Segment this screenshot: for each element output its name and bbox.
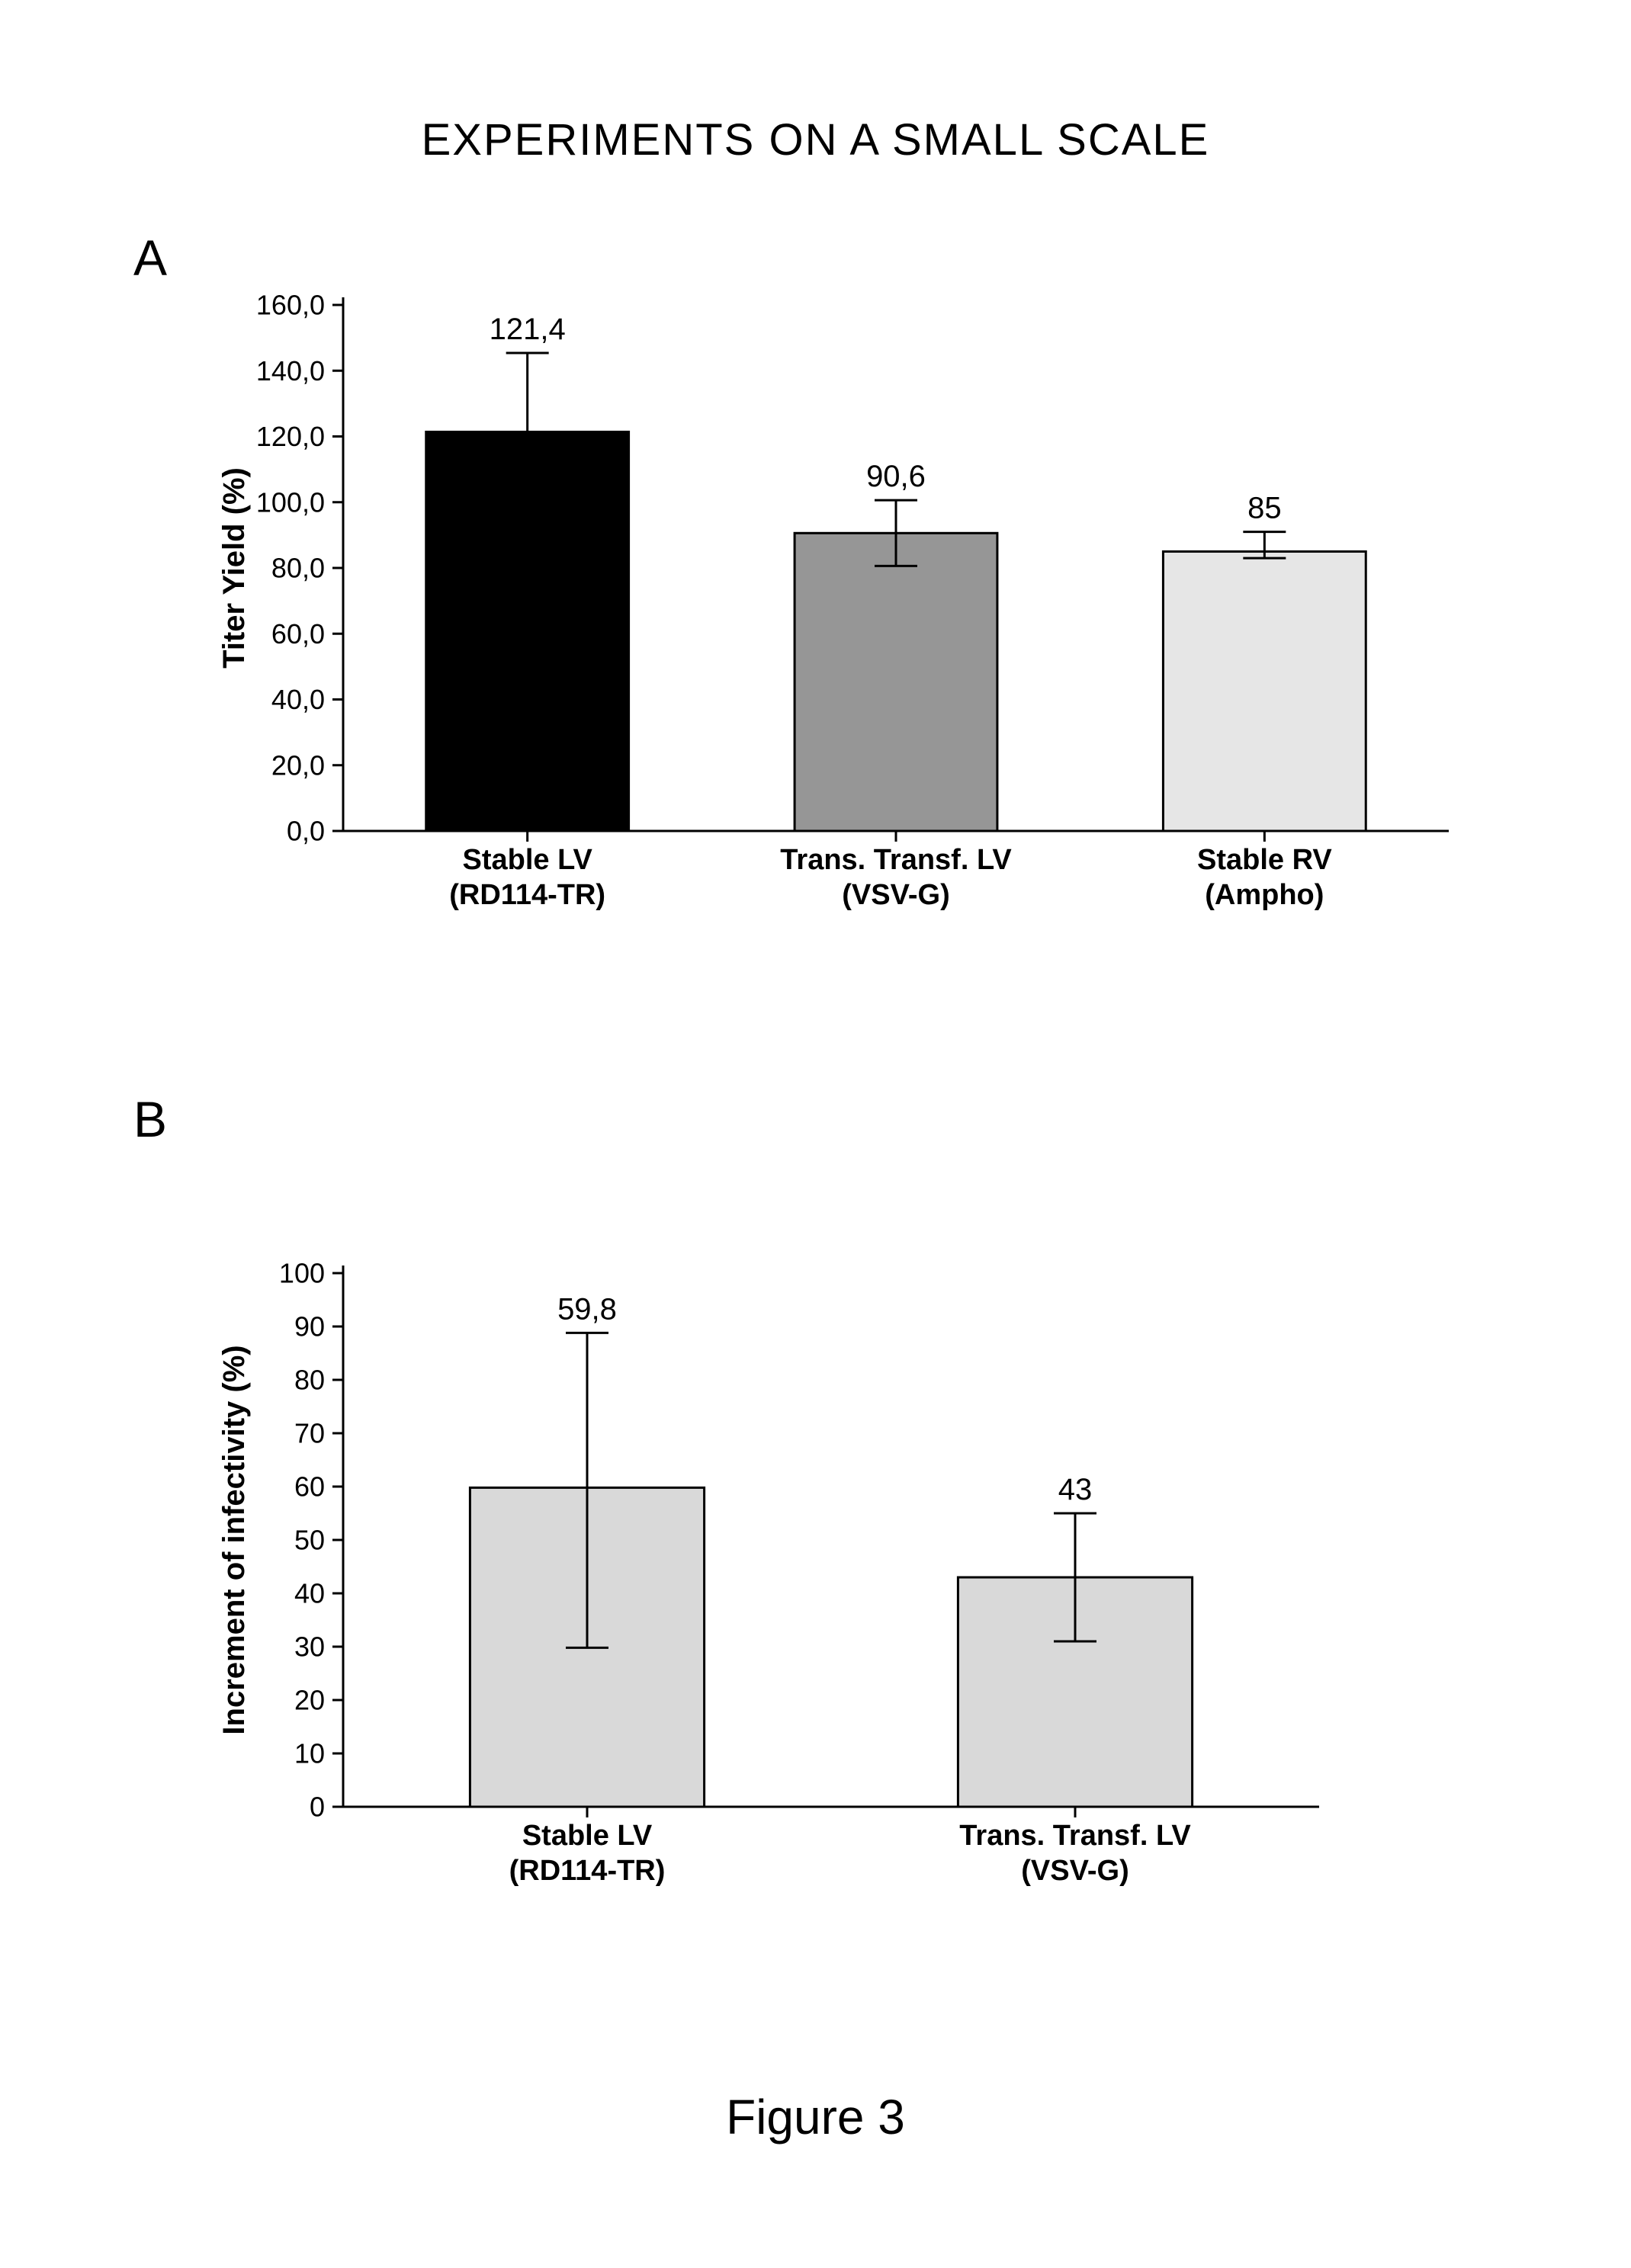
svg-text:59,8: 59,8 [557, 1292, 617, 1326]
bar [426, 431, 629, 831]
panel-a-chart: 0,0 20,0 40,0 60,0 80,0 100,0 120,0 140,0 160,0 T… [214, 252, 1472, 938]
bar [1163, 551, 1366, 831]
svg-text:90,6: 90,6 [866, 460, 926, 493]
svg-text:(VSV-G): (VSV-G) [842, 879, 949, 911]
svg-text:70: 70 [294, 1418, 325, 1449]
svg-text:85: 85 [1247, 492, 1282, 525]
svg-text:Increment of infectivity (%): Increment of infectivity (%) [217, 1345, 251, 1734]
panel-b-label: B [133, 1090, 167, 1148]
svg-text:Titer Yield (%): Titer Yield (%) [217, 467, 251, 669]
svg-text:80: 80 [294, 1365, 325, 1396]
svg-text:(VSV-G): (VSV-G) [1021, 1855, 1129, 1887]
svg-text:0,0: 0,0 [287, 816, 325, 847]
bar [795, 533, 997, 831]
svg-text:40: 40 [294, 1578, 325, 1609]
svg-text:140,0: 140,0 [256, 355, 325, 387]
svg-text:(Ampho): (Ampho) [1205, 879, 1324, 911]
svg-text:160,0: 160,0 [256, 290, 325, 321]
svg-text:Stable RV: Stable RV [1197, 844, 1332, 876]
svg-text:90: 90 [294, 1311, 325, 1343]
svg-text:(RD114-TR): (RD114-TR) [509, 1855, 666, 1887]
svg-text:10: 10 [294, 1738, 325, 1769]
svg-text:60,0: 60,0 [271, 618, 325, 650]
page-title: EXPERIMENTS ON A SMALL SCALE [0, 114, 1631, 165]
svg-text:60: 60 [294, 1471, 325, 1503]
svg-text:100: 100 [279, 1258, 325, 1289]
svg-text:Trans. Transf. LV: Trans. Transf. LV [780, 844, 1012, 876]
svg-text:Stable LV: Stable LV [522, 1820, 653, 1852]
svg-text:43: 43 [1058, 1473, 1093, 1506]
svg-text:Trans. Transf. LV: Trans. Transf. LV [959, 1820, 1191, 1852]
svg-text:0: 0 [310, 1792, 325, 1823]
svg-text:Stable LV: Stable LV [462, 844, 592, 876]
svg-text:80,0: 80,0 [271, 553, 325, 584]
figure-caption: Figure 3 [0, 2089, 1631, 2145]
panel-b-chart: 0 10 20 30 40 50 60 70 80 90 100 Increment of infec… [214, 1220, 1342, 1914]
svg-text:121,4: 121,4 [490, 313, 566, 346]
svg-text:40,0: 40,0 [271, 684, 325, 715]
svg-text:100,0: 100,0 [256, 486, 325, 518]
page: EXPERIMENTS ON A SMALL SCALE A 0,0 20,0 40… [0, 0, 1631, 2268]
svg-text:20,0: 20,0 [271, 749, 325, 781]
svg-text:20: 20 [294, 1685, 325, 1716]
svg-text:30: 30 [294, 1631, 325, 1663]
svg-text:50: 50 [294, 1525, 325, 1556]
svg-text:120,0: 120,0 [256, 421, 325, 452]
svg-text:(RD114-TR): (RD114-TR) [449, 879, 605, 911]
panel-a-label: A [133, 229, 167, 287]
